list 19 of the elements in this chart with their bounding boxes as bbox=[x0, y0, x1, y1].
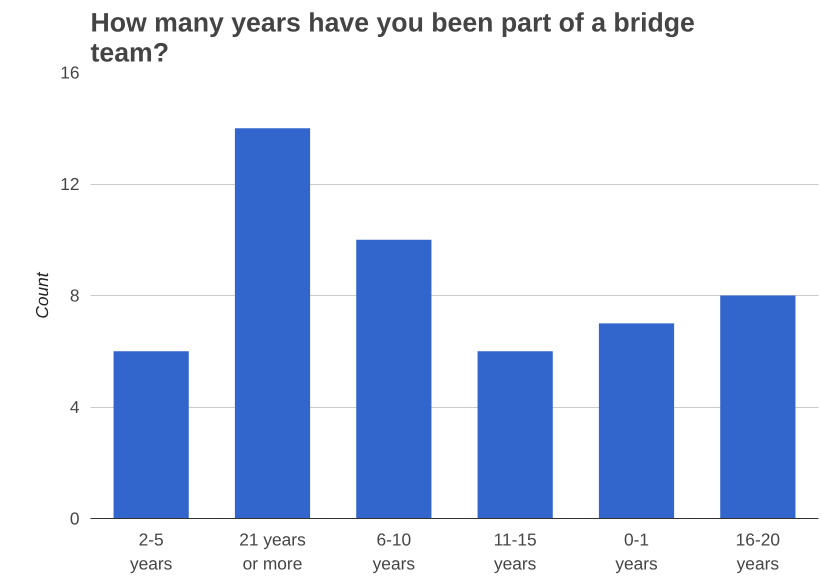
bar bbox=[234, 128, 310, 518]
chart-title: How many years have you been part of a bridge team? bbox=[90, 8, 695, 68]
x-tick-label: 16-20 years bbox=[736, 530, 780, 574]
x-tick-label: 6-10 years bbox=[372, 530, 416, 574]
bar bbox=[114, 351, 189, 518]
y-axis-title: Count bbox=[32, 271, 52, 319]
y-tick-label: 12 bbox=[60, 174, 80, 194]
y-tick-label: 8 bbox=[70, 286, 80, 306]
x-tick-label: 0-1 years bbox=[615, 530, 658, 574]
bar bbox=[356, 240, 432, 518]
x-tick-label: 2-5 years bbox=[130, 530, 173, 574]
y-tick-label: 0 bbox=[70, 508, 80, 528]
bar bbox=[478, 351, 553, 518]
y-tick-label: 4 bbox=[70, 397, 80, 417]
bar bbox=[720, 296, 796, 518]
y-tick-label: 16 bbox=[60, 62, 80, 82]
x-tick-label: 21 years or more bbox=[239, 530, 306, 574]
bar bbox=[598, 323, 674, 518]
x-tick-label: 11-15 years bbox=[494, 530, 537, 574]
